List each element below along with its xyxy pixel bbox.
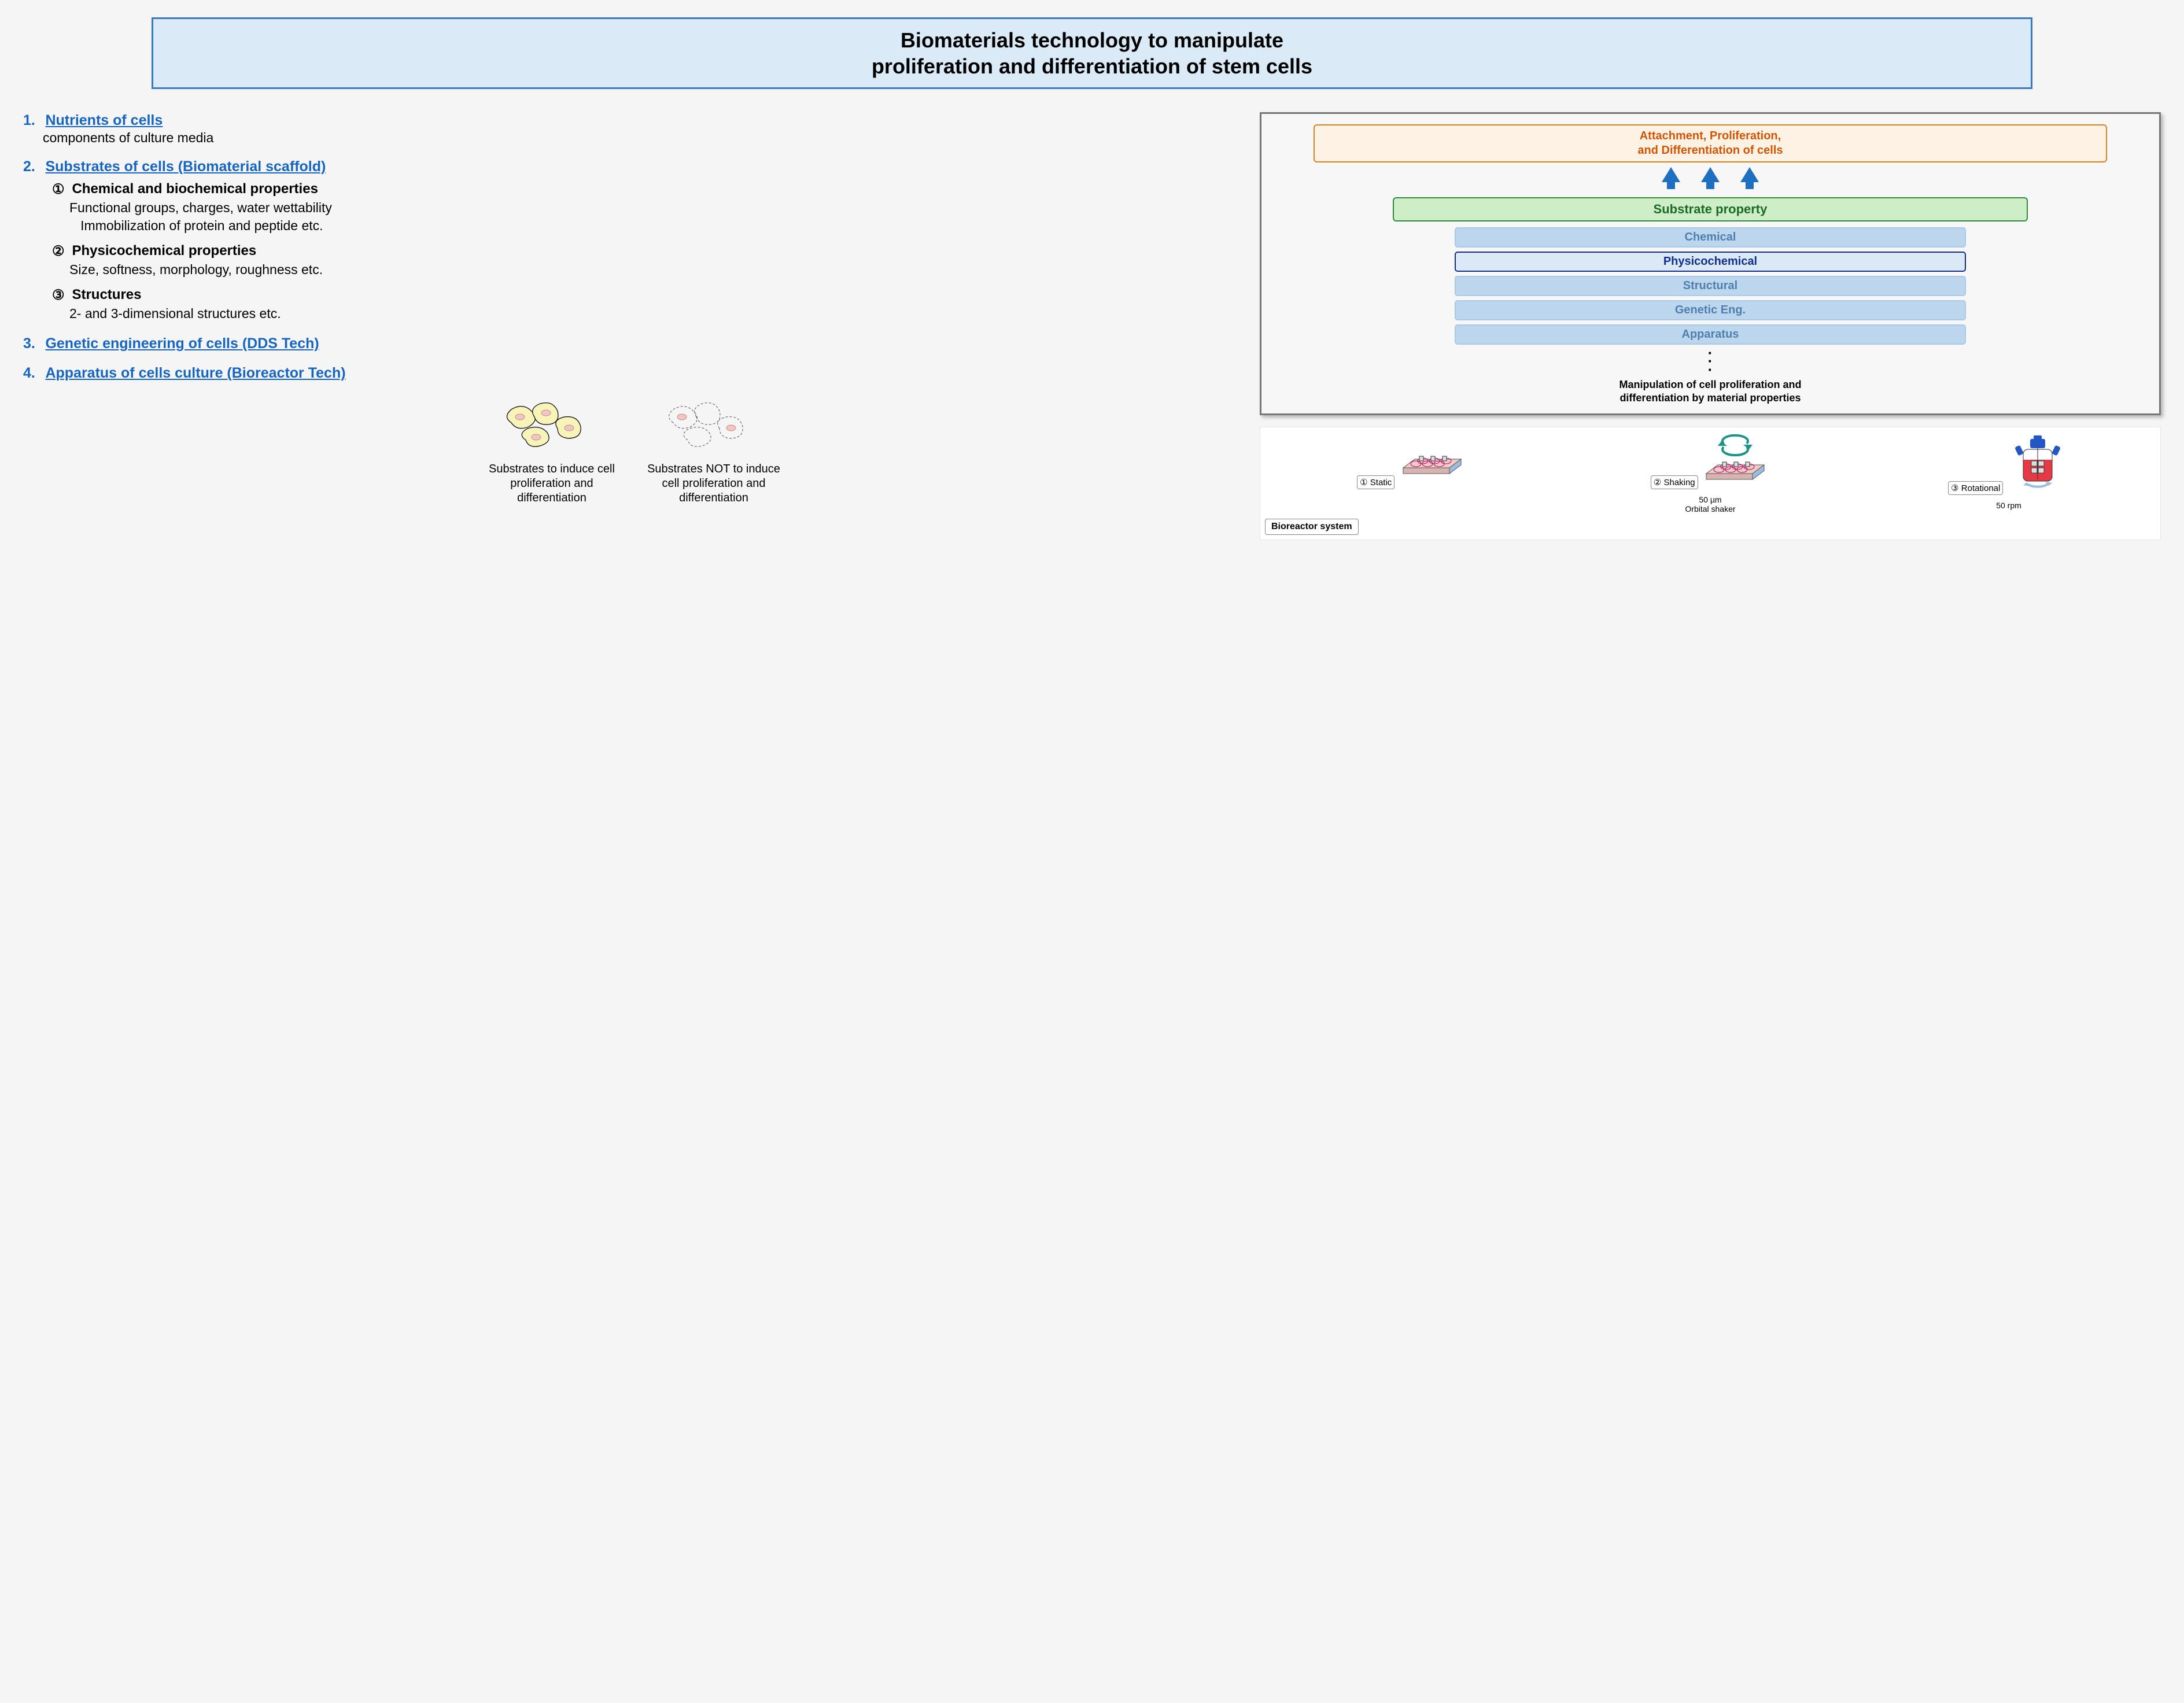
sublist: ① Chemical and biochemical properties Fu… [52,181,1242,323]
page-title: Biomaterials technology to manipulate pr… [171,27,2013,79]
substrate-left-caption: Substrates to induce cell proliferation … [485,462,618,505]
circ-num: ③ [52,287,69,304]
cells-not-induce-icon [662,397,766,455]
list-sub: components of culture media [43,130,1242,146]
shaking-plate-icon [1700,433,1770,485]
arrows-row [1270,167,2151,182]
list-num: 4. [23,365,43,382]
substrate-right: Substrates NOT to induce cell proliferat… [647,397,780,505]
bio-rotational: ③ Rotational [1862,433,2156,515]
arrow-up-icon [1740,167,1759,182]
right-column: Attachment, Proliferation, and Different… [1260,112,2161,540]
arrow-up-icon [1662,167,1680,182]
bioreactor-row: ① Static [1265,433,2156,515]
static-plate-icon [1397,433,1467,485]
prop-structural: Structural [1455,276,1966,296]
sublist-item-2: ② Physicochemical properties Size, softn… [52,243,1242,279]
panel-caption: Manipulation of cell proliferation and d… [1270,378,2151,405]
list-heading: Nutrients of cells [45,112,163,128]
bio-title: ① Static [1357,475,1394,489]
sublist-head: Physicochemical properties [72,243,256,258]
list-heading: Apparatus of cells culture (Bioreactor T… [45,365,345,381]
properties-panel: Attachment, Proliferation, and Different… [1260,112,2161,415]
cells-induce-icon [500,397,604,455]
list-item-3: 3. Genetic engineering of cells (DDS Tec… [23,335,1242,352]
list-num: 2. [23,158,43,175]
orange-box: Attachment, Proliferation, and Different… [1314,124,2107,162]
sublist-body: 2- and 3-dimensional structures etc. [69,305,1242,323]
list-item-2: 2. Substrates of cells (Biomaterial scaf… [23,158,1242,323]
substrate-right-caption: Substrates NOT to induce cell proliferat… [647,462,780,505]
prop-chemical: Chemical [1455,227,1966,247]
substrate-left: Substrates to induce cell proliferation … [485,397,618,505]
rotational-flask-icon [2006,433,2069,491]
list-heading: Genetic engineering of cells (DDS Tech) [45,335,319,352]
circ-num: ① [52,181,69,198]
bio-title: ③ Rotational [1948,481,2003,495]
list-item-1: 1. Nutrients of cells components of cult… [23,112,1242,146]
vertical-dots-icon: ··· [1270,349,2151,374]
prop-genetic: Genetic Eng. [1455,300,1966,320]
list-num: 3. [23,335,43,352]
bio-cap: 50 µm Orbital shaker [1563,495,1857,515]
substrate-illustrations: Substrates to induce cell proliferation … [23,397,1242,505]
bio-shaking: ② Shaking [1563,433,1857,515]
left-column: 1. Nutrients of cells components of cult… [23,112,1242,540]
bio-title: ② Shaking [1651,475,1698,489]
sublist-body: Functional groups, charges, water wettab… [69,199,1242,235]
list-heading: Substrates of cells (Biomaterial scaffol… [45,158,326,175]
bioreactor-label: Bioreactor system [1265,519,1359,535]
sublist-head: Structures [72,287,141,302]
title-line2: proliferation and differentiation of ste… [872,54,1312,78]
sublist-head: Chemical and biochemical properties [72,181,318,197]
title-line1: Biomaterials technology to manipulate [901,28,1283,52]
sublist-item-3: ③ Structures 2- and 3-dimensional struct… [52,287,1242,323]
list-item-4: 4. Apparatus of cells culture (Bioreacto… [23,365,1242,382]
sublist-body: Size, softness, morphology, roughness et… [69,261,1242,279]
bioreactor-panel: ① Static [1260,427,2161,541]
bio-cap: 50 rpm [1862,501,2156,511]
bio-cap [1265,495,1559,505]
title-box: Biomaterials technology to manipulate pr… [152,17,2032,89]
list-num: 1. [23,112,43,129]
bio-static: ① Static [1265,433,1559,515]
circ-num: ② [52,243,69,260]
sublist-item-1: ① Chemical and biochemical properties Fu… [52,181,1242,235]
main-layout: 1. Nutrients of cells components of cult… [23,112,2161,540]
arrow-up-icon [1701,167,1720,182]
green-box: Substrate property [1393,197,2027,221]
prop-physicochemical: Physicochemical [1455,252,1966,272]
prop-apparatus: Apparatus [1455,324,1966,345]
